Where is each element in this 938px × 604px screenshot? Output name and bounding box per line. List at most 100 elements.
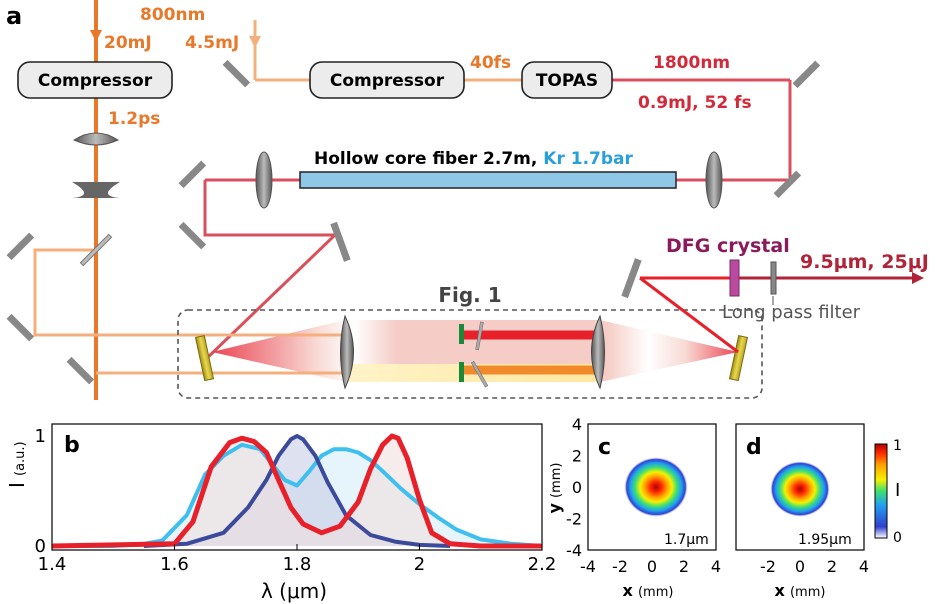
x-tick-label: 1.8: [283, 554, 312, 575]
spectrum-line-1: [52, 442, 543, 548]
fiber-gas-label: Kr 1.7bar: [543, 149, 633, 169]
y-tick-label: -2: [566, 510, 582, 529]
plate-lower: [470, 361, 489, 388]
x-tick-label: -2: [612, 557, 628, 576]
panel-label-a: a: [6, 2, 22, 30]
spectrum-fill-2: [143, 436, 451, 546]
pump-split-upper: [33, 248, 205, 337]
x-tick-label: 2: [414, 554, 425, 575]
output-label: 9.5μm, 25μJ: [800, 251, 929, 273]
x-tick-label: 0: [795, 557, 805, 576]
pulse-1p2ps-label: 1.2ps: [108, 109, 160, 129]
mirror-fiber-left: [178, 160, 207, 189]
mirror-top-left: [222, 59, 251, 88]
panel-d: -2 0 2 4 d 1.95μm x (mm) 1 0 I: [735, 423, 902, 600]
mirror-lower-right: [330, 221, 351, 262]
beamsplitter: [79, 233, 113, 267]
pulse-40fs-label: 40fs: [470, 53, 511, 73]
mirror-fiber-right: [773, 170, 802, 199]
panel-d-ticks: -2 0 2 4: [760, 557, 869, 576]
long-pass-filter: [770, 261, 777, 295]
cavity-lens-right: [591, 314, 605, 390]
compressor-mid-box: [309, 61, 465, 99]
x-tick-label: 0: [647, 557, 657, 576]
lens-convex-left: [72, 132, 120, 146]
panel-b-series: [51, 433, 543, 549]
pump-energy-right-label: 4.5mJ: [185, 33, 239, 53]
beam-profile-c: [624, 457, 688, 517]
panel-c: -4 -2 0 2 4 4 2 0 -2 -4 c 1.7μm x (mm) y (mm): [545, 415, 721, 600]
y-tick-label: 1: [35, 426, 46, 447]
spectrum-line-3: [51, 433, 542, 549]
y-tick-label: 0: [572, 478, 582, 497]
mirror-left-upper: [6, 232, 35, 261]
compressor-mid-label: Compressor: [330, 71, 445, 91]
pump-arrow-right-icon: [249, 36, 261, 48]
mirror-pump-bottom: [66, 356, 95, 385]
idler-wavelength-label: 1800nm: [653, 53, 730, 73]
panel-b: 1.4 1.6 1.8 2 2.2 0 1 b λ (μm) I (a.u.): [5, 423, 557, 603]
panel-label-d: d: [746, 435, 762, 460]
colorbar-min: 0: [893, 530, 902, 546]
compressor-left-box: [17, 61, 173, 99]
mirror-top-right: [792, 60, 821, 89]
idler-params-label: 0.9mJ, 52 fs: [638, 93, 752, 113]
x-tick-label: 2.2: [528, 554, 557, 575]
gold-mirror-left: [194, 335, 215, 382]
topas-label: TOPAS: [536, 71, 598, 91]
lens-fiber-right: [705, 151, 723, 209]
pump-energy-left-label: 20mJ: [104, 33, 152, 53]
dfg-crystal-label: DFG crystal: [666, 235, 790, 257]
x-tick-label: 2: [679, 557, 689, 576]
x-tick-label: 4: [859, 557, 869, 576]
panel-d-annotation: 1.95μm: [798, 532, 852, 548]
panel-b-ylabel-unit: (a.u.): [13, 441, 28, 476]
fig1-label: Fig. 1: [438, 283, 501, 307]
pump-arrow-left-icon: [90, 30, 102, 42]
cavity-lens-left: [340, 314, 354, 390]
panel-b-xlabel: λ (μm): [261, 579, 327, 603]
topas-box: [521, 61, 613, 99]
x-tick-label: -2: [760, 557, 776, 576]
aperture-upper: [459, 324, 464, 344]
idler-down-path: [203, 180, 339, 362]
colorbar-label: I: [895, 480, 900, 501]
panel-label-b: b: [64, 433, 80, 458]
y-tick-label: 2: [572, 447, 582, 466]
pump-wavelength-label: 800nm: [140, 5, 205, 25]
panel-b-ylabel: I: [5, 482, 29, 488]
panel-c-xlabel: x (mm): [623, 581, 674, 600]
lens-fiber-left: [255, 151, 273, 209]
compressor-left-label: Compressor: [38, 71, 153, 91]
mirror-lower-left: [178, 221, 207, 250]
colorbar-max: 1: [893, 438, 902, 454]
beam-profile-d: [770, 461, 830, 517]
panel-c-ylabel: y (mm): [545, 462, 564, 513]
output-arrow-icon: [912, 272, 924, 284]
fiber-label: Hollow core fiber 2.7m, Kr 1.7bar: [314, 149, 633, 169]
gold-mirror-right: [728, 335, 749, 382]
mirror-dfg-input: [621, 258, 642, 299]
x-tick-label: 2: [827, 557, 837, 576]
panel-c-annotation: 1.7μm: [664, 532, 709, 548]
y-tick-label: 4: [572, 415, 582, 434]
x-tick-label: 1.6: [160, 554, 189, 575]
plate-upper: [475, 321, 484, 351]
panel-b-ticks: 1.4 1.6 1.8 2 2.2 0 1: [35, 426, 557, 575]
hollow-core-fiber: [299, 171, 677, 189]
spectrum-line-2: [143, 434, 451, 548]
dfg-crystal: [729, 259, 740, 297]
long-pass-filter-label: Long pass filter: [722, 302, 861, 323]
x-tick-label: 4: [711, 557, 721, 576]
aperture-lower: [459, 362, 464, 382]
spectrum-fill-3: [52, 436, 542, 546]
panel-c-ticks: -4 -2 0 2 4 4 2 0 -2 -4: [566, 415, 721, 576]
colorbar: [874, 443, 888, 539]
panel-d-xlabel: x (mm): [775, 581, 826, 600]
panel-label-c: c: [598, 435, 611, 460]
y-tick-label: -4: [566, 541, 582, 560]
lens-concave-left: [72, 182, 120, 198]
x-tick-label: -4: [580, 557, 596, 576]
fig1-box: [177, 309, 763, 399]
